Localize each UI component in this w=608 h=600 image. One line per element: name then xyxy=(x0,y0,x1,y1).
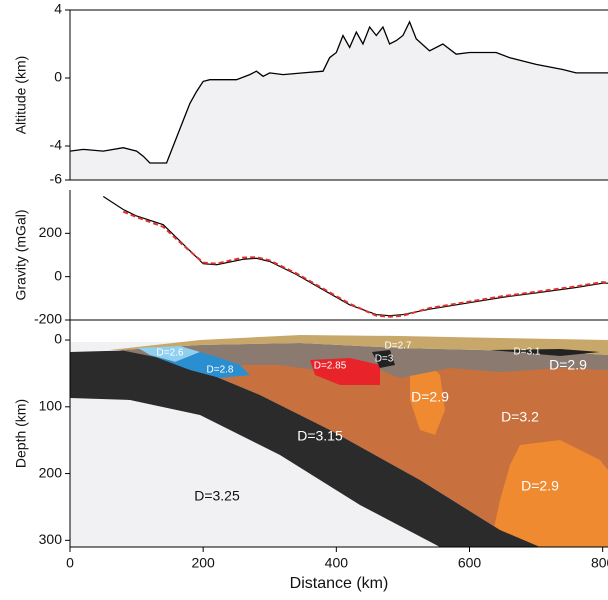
slab xyxy=(70,350,540,547)
y-axis-label: Depth (km) xyxy=(13,399,29,468)
y-axis-label: Gravity (mGal) xyxy=(13,210,29,301)
section-bodies xyxy=(70,335,608,547)
x-tick-label: 800 xyxy=(591,555,608,571)
body-2-85 xyxy=(310,358,380,385)
y-tick-label: 0 xyxy=(54,331,62,347)
body-2-9 xyxy=(490,440,608,547)
line xyxy=(122,210,608,318)
y-tick-label: 4 xyxy=(54,1,62,17)
density-label: D=2.9 xyxy=(411,389,449,405)
y-axis-label: Altitude (km) xyxy=(13,56,29,135)
density-label: D=2.9 xyxy=(521,478,559,494)
body-3 xyxy=(372,350,395,368)
density-label: D=3.1 xyxy=(514,347,541,358)
body-2-8 xyxy=(150,352,250,378)
y-tick-label: 0 xyxy=(54,267,62,283)
density-label: D=3.2 xyxy=(501,409,539,425)
x-tick-label: 600 xyxy=(458,555,482,571)
y-tick-label: 0 xyxy=(54,69,62,85)
density-label: D=2.8 xyxy=(207,365,234,376)
y-tick-label: -200 xyxy=(34,311,62,327)
x-axis-label: Distance (km) xyxy=(290,575,389,592)
density-label: D=3.15 xyxy=(297,428,343,444)
y-tick-label: 300 xyxy=(39,531,63,547)
density-label: D=2.9 xyxy=(549,357,587,373)
x-tick-label: 0 xyxy=(66,555,74,571)
y-tick-label: 200 xyxy=(39,224,63,240)
density-label: D=3 xyxy=(375,354,394,365)
line xyxy=(102,195,608,317)
body-3-1 xyxy=(490,349,600,356)
density-label: D=2.85 xyxy=(314,361,347,372)
sediment xyxy=(110,335,608,355)
density-label: D=2.7 xyxy=(385,341,412,352)
crust xyxy=(120,343,608,378)
body-2-9 xyxy=(410,360,445,435)
density-label: D=2.6 xyxy=(157,348,184,359)
x-tick-label: 200 xyxy=(191,555,215,571)
x-tick-label: 400 xyxy=(325,555,349,571)
density-label: D=3.25 xyxy=(194,488,240,504)
y-tick-label: 100 xyxy=(39,397,63,413)
body-3-2 xyxy=(120,352,608,547)
line xyxy=(69,20,608,164)
area xyxy=(70,21,608,181)
y-tick-label: -6 xyxy=(50,171,63,187)
y-tick-label: 200 xyxy=(39,464,63,480)
body-2-6 xyxy=(138,346,200,362)
y-tick-label: -4 xyxy=(50,137,63,153)
